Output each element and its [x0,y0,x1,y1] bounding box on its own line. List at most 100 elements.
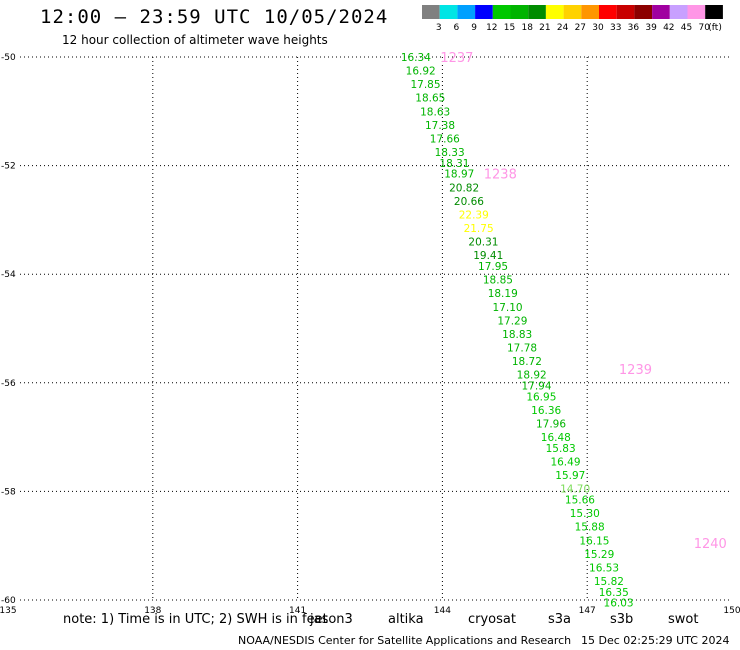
lon-tick-144: 144 [434,606,451,616]
legend-label-21: 21 [539,23,550,33]
legend-swatch-27 [563,5,582,19]
lon-tick-135: 135 [0,606,17,616]
legend-label-70: 70 [698,23,710,33]
legend-label-42: 42 [663,23,674,33]
legend-swatch-36 [616,5,635,19]
legend-label-39: 39 [645,23,657,33]
legend-label-3: 3 [436,23,442,33]
satellite-legend-swot: swot [668,612,699,627]
legend-label-27: 27 [575,23,586,33]
legend-swatch-70 [687,5,706,19]
wave-height-label: 17.78 [507,343,537,355]
legend-swatch-45 [669,5,688,19]
lat-tick--60: -60 [1,596,16,606]
wave-height-label: 16.36 [531,405,561,417]
legend-label-33: 33 [610,23,621,33]
footer-credit: NOAA/NESDIS Center for Satellite Applica… [238,634,572,647]
wave-height-label: 15.30 [570,508,600,520]
wave-height-label: 17.96 [536,419,566,431]
wave-height-label: 15.88 [575,522,605,534]
lon-tick-141: 141 [289,606,306,616]
wave-height-label: 19.41 [473,250,503,262]
legend-label-24: 24 [557,23,569,33]
page-title: 12:00 – 23:59 UTC 10/05/2024 [40,6,389,28]
legend-swatch-9 [457,5,476,19]
lat-tick--50: -50 [1,53,16,63]
lon-tick-147: 147 [579,606,596,616]
note-text: note: 1) Time is in UTC; 2) SWH is in fe… [63,612,328,627]
lon-tick-150: 150 [723,606,740,616]
wave-height-label: 16.15 [579,535,609,547]
wave-height-label: 16.53 [589,562,619,574]
lon-tick-138: 138 [144,606,161,616]
satellite-legend-s3b: s3b [610,612,634,627]
wave-height-label: 22.39 [459,209,489,221]
wave-height-label: 18.92 [517,370,547,382]
wave-height-label: 18.72 [512,356,542,368]
satellite-legend-s3a: s3a [548,612,572,627]
legend-swatch-24 [545,5,564,19]
wave-height-label: 18.19 [488,288,518,300]
satellite-legend-cryosat: cryosat [468,612,516,627]
time-marker-1240: 1240 [694,537,727,552]
legend-swatch-21 [528,5,546,19]
lat-tick--52: -52 [1,162,16,172]
wave-height-label: 18.65 [415,93,445,105]
wave-height-label: 20.82 [449,182,479,194]
wave-height-label: 16.95 [526,391,556,403]
legend-label-36: 36 [628,23,640,33]
wave-height-label: 15.82 [594,576,624,588]
wave-height-label: 18.33 [435,147,465,159]
wave-height-label: 16.92 [406,66,436,78]
legend-swatch-6 [439,5,458,19]
wave-height-label: 17.66 [430,133,460,145]
page-subtitle: 12 hour collection of altimeter wave hei… [62,33,328,47]
wave-height-label: 15.66 [565,495,595,507]
footer-timestamp: 15 Dec 02:25:29 UTC 2024 [581,634,730,647]
wave-height-label: 20.31 [468,237,498,249]
legend-swatch-15 [492,5,511,19]
wave-height-label: 16.35 [599,587,629,599]
legend-swatch-30 [581,5,599,19]
legend-swatch-12 [475,5,493,19]
legend-label-15: 15 [504,23,515,33]
time-marker-1238: 1238 [484,168,517,183]
wave-height-label: 15.29 [584,549,614,561]
legend-label-30: 30 [592,23,604,33]
legend-swatch-39 [634,5,653,19]
legend-label-45: 45 [681,23,692,33]
legend-swatch-3 [422,5,440,19]
wave-height-label: 16.48 [541,432,571,444]
legend-swatch-33 [599,5,617,19]
wave-height-label: 18.85 [483,275,513,287]
wave-height-label: 17.38 [425,120,455,132]
wave-height-label: 17.10 [493,302,523,314]
wave-height-label: 15.83 [546,443,576,455]
wave-height-label: 16.03 [604,598,634,610]
wave-height-label: 17.94 [521,381,551,393]
wave-height-label: 15.97 [555,470,585,482]
legend-swatch-42 [652,5,670,19]
time-marker-1237: 1237 [440,51,473,66]
wave-height-label: 16.49 [550,457,580,469]
wave-height-label: 17.85 [410,79,440,91]
wave-height-label: 17.29 [497,315,527,327]
legend-label-18: 18 [521,23,533,33]
legend-label-9: 9 [471,23,477,33]
lat-tick--58: -58 [1,487,16,497]
legend-unit: (ft) [708,23,722,33]
wave-height-label: 14.70 [560,484,590,496]
wave-height-label: 18.63 [420,106,450,118]
legend-label-6: 6 [454,23,460,33]
color-legend: 3 6 9 12 15 18 21 24 27 30 33 36 39 42 45 70(ft) [422,5,723,33]
wave-height-label: 16.34 [401,52,431,64]
legend-swatch-18 [510,5,529,19]
legend-swatch-overflow [705,5,723,19]
wave-height-label: 18.97 [444,169,474,181]
satellite-legend-altika: altika [388,612,424,627]
time-marker-1239: 1239 [619,363,652,378]
legend-label-12: 12 [486,23,497,33]
wave-height-label: 18.31 [439,158,469,170]
wave-height-label: 21.75 [464,223,494,235]
